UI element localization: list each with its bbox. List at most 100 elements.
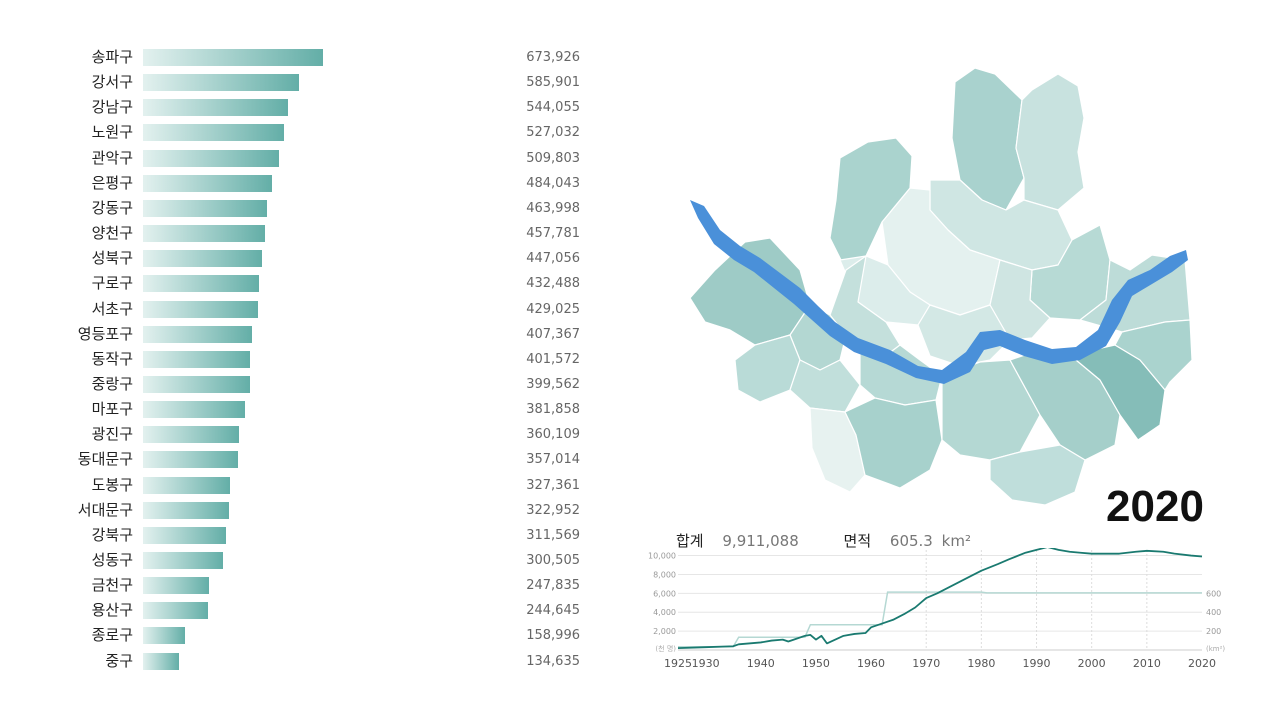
seoul-district-map (689, 67, 1193, 506)
bar-row: 마포구 381,858 (0, 397, 600, 422)
population-value: 244,645 (526, 603, 580, 619)
bar-row: 서대문구 322,952 (0, 498, 600, 523)
x-tick-label: 1970 (912, 657, 940, 670)
bar-row: 서초구 429,025 (0, 297, 600, 322)
population-bar (143, 526, 227, 544)
population-value: 463,998 (526, 200, 580, 216)
area-series-line (678, 591, 1202, 648)
map-district (789, 359, 861, 413)
map-district (1114, 319, 1193, 391)
bar-row: 강서구 585,901 (0, 70, 600, 95)
population-bar (143, 149, 280, 167)
population-bar (143, 350, 251, 368)
y-right-tick-label: 400 (1206, 608, 1221, 617)
x-tick-label: 1940 (747, 657, 775, 670)
bar-row: 금천구 247,835 (0, 573, 600, 598)
bar-row: 양천구 457,781 (0, 221, 600, 246)
population-bar (143, 602, 209, 620)
population-bar (143, 325, 252, 343)
population-value: 247,835 (526, 578, 580, 594)
population-bar (143, 174, 273, 192)
population-value: 457,781 (526, 226, 580, 242)
population-bar (143, 577, 210, 595)
district-label: 성북구 (91, 249, 133, 268)
bar-row: 종로구 158,996 (0, 623, 600, 648)
population-bar (143, 375, 250, 393)
population-value: 429,025 (526, 301, 580, 317)
population-bar (143, 99, 289, 117)
bar-row: 중구 134,635 (0, 649, 600, 674)
population-bar (143, 652, 179, 670)
district-label: 도봉구 (91, 475, 133, 494)
district-label: 동대문구 (77, 450, 133, 469)
year-label: 2020 (1106, 482, 1204, 531)
population-value: 407,367 (526, 326, 580, 342)
district-label: 은평구 (91, 173, 133, 192)
district-label: 영등포구 (77, 324, 133, 343)
y-right-tick-label: 200 (1206, 627, 1221, 636)
district-label: 송파구 (91, 48, 133, 66)
x-tick-label: 1980 (967, 657, 995, 670)
population-value: 322,952 (526, 502, 580, 518)
population-bar (143, 627, 186, 645)
y-left-tick-label: 10,000 (648, 552, 676, 561)
population-bar (143, 49, 323, 66)
population-bar (143, 225, 266, 243)
district-label: 강북구 (91, 525, 133, 544)
area-label: 면적 (843, 532, 872, 550)
population-value: 327,361 (526, 477, 580, 493)
y-left-tick-label: 4,000 (653, 608, 676, 617)
district-label: 금천구 (91, 576, 133, 595)
x-tick-label: 1925 (664, 657, 692, 670)
population-bar (143, 451, 239, 469)
y-left-tick-label: 6,000 (653, 589, 676, 598)
bar-row: 은평구 484,043 (0, 171, 600, 196)
map-district (844, 397, 943, 489)
area-value: 605.3 (889, 532, 933, 550)
population-bar (143, 124, 284, 142)
population-value: 311,569 (526, 527, 580, 543)
bar-row: 동대문구 357,014 (0, 447, 600, 472)
district-label: 양천구 (91, 224, 133, 243)
bar-row: 성동구 300,505 (0, 548, 600, 573)
district-label: 중구 (105, 651, 133, 670)
population-bar (143, 401, 245, 419)
district-label: 강남구 (91, 98, 133, 117)
y-left-unit: (천 명) (655, 644, 676, 653)
y-left-tick-label: 2,000 (653, 627, 676, 636)
district-population-bar-chart: 송파구 673,926 강서구 585,901 강남구 544,055 노원구 527,032… (0, 0, 600, 720)
population-bar (143, 275, 259, 293)
bar-row: 동작구 401,572 (0, 347, 600, 372)
population-value: 360,109 (526, 427, 580, 443)
x-tick-label: 1930 (692, 657, 720, 670)
total-value: 9,911,088 (722, 532, 799, 550)
population-value: 484,043 (526, 175, 580, 191)
population-value: 357,014 (526, 452, 580, 468)
population-bar (143, 476, 231, 494)
district-label: 성동구 (91, 551, 133, 569)
district-label: 관악구 (91, 148, 133, 167)
bar-row: 성북구 447,056 (0, 246, 600, 271)
population-bar (143, 501, 230, 519)
district-label: 구로구 (91, 274, 133, 293)
population-series-line (677, 548, 1203, 650)
district-label: 마포구 (91, 400, 133, 419)
x-tick-label: 1950 (802, 657, 830, 670)
population-bar (143, 426, 240, 444)
population-value: 399,562 (526, 376, 580, 392)
bar-row: 도봉구 327,361 (0, 473, 600, 498)
bar-row: 노원구 527,032 (0, 120, 600, 145)
bar-row: 관악구 509,803 (0, 146, 600, 171)
map-district (1015, 73, 1085, 211)
x-tick-label: 1990 (1023, 657, 1051, 670)
population-value: 585,901 (526, 75, 580, 91)
bar-row: 강동구 463,998 (0, 196, 600, 221)
bar-row: 송파구 673,926 (0, 45, 600, 70)
x-tick-label: 1960 (857, 657, 885, 670)
bar-row: 강북구 311,569 (0, 523, 600, 548)
district-label: 노원구 (91, 123, 133, 142)
y-right-unit: (km²) (1206, 645, 1225, 653)
population-bar (143, 199, 267, 217)
district-label: 서초구 (91, 299, 133, 318)
population-value: 673,926 (526, 50, 580, 65)
